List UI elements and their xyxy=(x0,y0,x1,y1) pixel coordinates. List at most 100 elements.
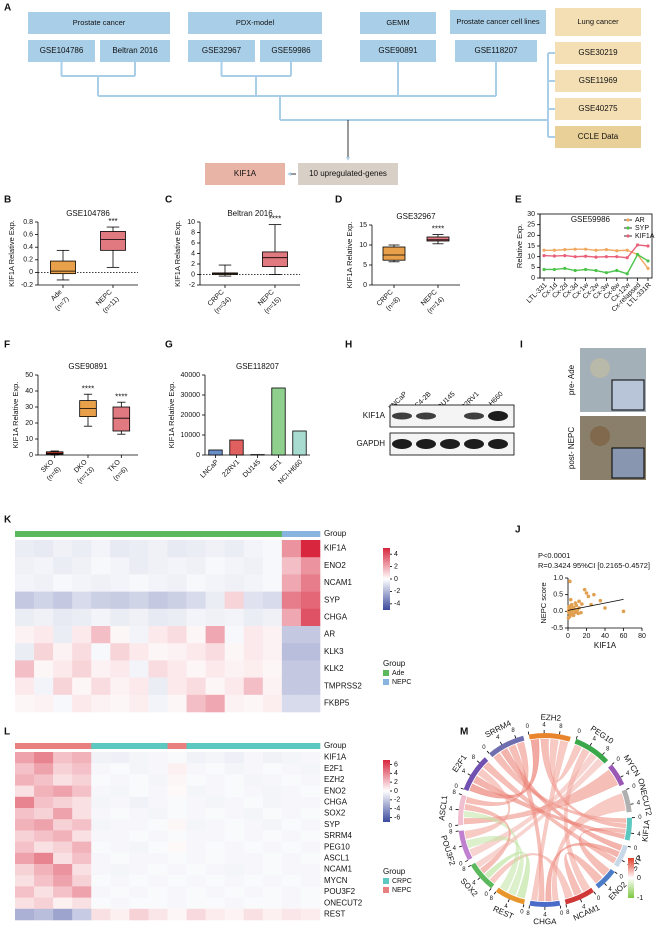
heat-cell xyxy=(300,626,321,644)
heat-cell xyxy=(15,785,35,798)
point xyxy=(604,255,609,259)
x-tick-label: 40 xyxy=(601,633,609,640)
heat-cell xyxy=(15,752,35,764)
heat-cell xyxy=(243,557,264,575)
row-label: KIF1A xyxy=(324,544,347,553)
heat-cell xyxy=(110,574,130,592)
arc-tick-label: 4 xyxy=(462,769,466,775)
group-row-label: Group xyxy=(324,529,347,538)
colorbar-label: -4 xyxy=(394,601,400,608)
heat-cell xyxy=(34,608,54,627)
heat-cell xyxy=(243,852,264,865)
group-cell xyxy=(300,743,321,749)
node-label: ASCL1 xyxy=(437,794,449,821)
arc-tick xyxy=(460,787,464,790)
heat-cell xyxy=(300,796,321,809)
point xyxy=(636,252,640,257)
blot-band xyxy=(416,412,436,420)
heat-cell xyxy=(167,626,187,644)
heat-cell xyxy=(34,785,54,798)
arc-tick-label: 4 xyxy=(608,887,612,893)
heat-cell xyxy=(129,808,149,820)
heat-cell xyxy=(281,819,302,831)
heat-cell xyxy=(91,897,111,910)
heat-cell xyxy=(53,677,73,696)
dataset-box xyxy=(555,126,641,148)
heat-cell xyxy=(91,752,111,764)
panel-label: L xyxy=(4,727,10,738)
heat-cell xyxy=(281,557,302,575)
heat-cell xyxy=(129,796,149,809)
heat-cell xyxy=(281,796,302,809)
panel-label: G xyxy=(165,340,173,351)
heat-cell xyxy=(110,841,130,854)
heat-cell xyxy=(262,557,283,575)
heat-cell xyxy=(167,875,187,887)
legend-marker xyxy=(626,218,630,222)
group-cell xyxy=(34,743,54,749)
heat-cell xyxy=(148,897,168,910)
arc-tick xyxy=(611,762,615,765)
heat-cell xyxy=(34,626,54,644)
colorbar-label: -4 xyxy=(394,806,400,813)
heat-cell xyxy=(243,908,264,921)
heat-cell xyxy=(53,875,73,887)
heat-cell xyxy=(34,540,54,558)
significance: **** xyxy=(82,384,94,393)
heat-cell xyxy=(205,830,225,842)
heat-cell xyxy=(72,752,92,764)
heat-cell xyxy=(205,897,225,910)
group-box xyxy=(360,12,436,34)
heat-cell xyxy=(281,540,302,558)
heat-cell xyxy=(15,830,35,842)
heat-cell xyxy=(205,677,225,696)
heat-cell xyxy=(34,660,54,678)
dataset-label: GSE30219 xyxy=(578,48,618,57)
heat-cell xyxy=(224,677,245,696)
colorbar-label: -6 xyxy=(394,814,400,821)
dataset-box xyxy=(100,40,170,62)
heat-cell xyxy=(91,796,111,809)
arc-tick xyxy=(565,904,568,908)
heat-cell xyxy=(15,626,35,644)
row-label: NCAM1 xyxy=(324,578,353,587)
chord-arc xyxy=(608,764,625,787)
node-label: PEG10 xyxy=(589,724,616,746)
arc-tick-label: 8 xyxy=(606,746,610,752)
y-tick-label: 30000 xyxy=(181,392,201,399)
group-cell xyxy=(129,531,149,537)
heat-cell xyxy=(186,677,206,696)
chart-title: GSE32967 xyxy=(396,212,436,221)
heat-cell xyxy=(262,785,283,798)
arc-tick xyxy=(499,741,503,745)
point xyxy=(584,591,589,595)
y-tick-label: 0 xyxy=(196,452,200,459)
heat-cell xyxy=(205,808,225,820)
heat-cell xyxy=(300,819,321,831)
point xyxy=(584,247,588,251)
point xyxy=(568,597,573,602)
heat-cell xyxy=(300,830,321,842)
heat-cell xyxy=(72,852,92,865)
chart-title: Beltran 2016 xyxy=(227,209,273,218)
group-cell xyxy=(262,531,283,537)
heat-cell xyxy=(186,908,206,921)
heat-cell xyxy=(243,785,264,798)
y-axis-label: NEPC score xyxy=(539,582,548,623)
heat-cell xyxy=(300,694,321,713)
arc-tick xyxy=(528,905,530,909)
heat-cell xyxy=(224,694,245,713)
heat-cell xyxy=(224,557,245,575)
arc-tick-label: 0 xyxy=(482,745,486,751)
row-label: SOX2 xyxy=(324,809,346,818)
heat-cell xyxy=(243,875,264,887)
arc-tick xyxy=(488,888,492,891)
blot-band xyxy=(488,411,508,421)
heat-cell xyxy=(110,694,130,713)
y-tick-label: 25 xyxy=(527,222,535,229)
heat-cell xyxy=(186,660,206,678)
heat-cell xyxy=(15,875,35,887)
heat-cell xyxy=(205,660,225,678)
heat-cell xyxy=(110,643,130,661)
heat-cell xyxy=(148,557,168,575)
